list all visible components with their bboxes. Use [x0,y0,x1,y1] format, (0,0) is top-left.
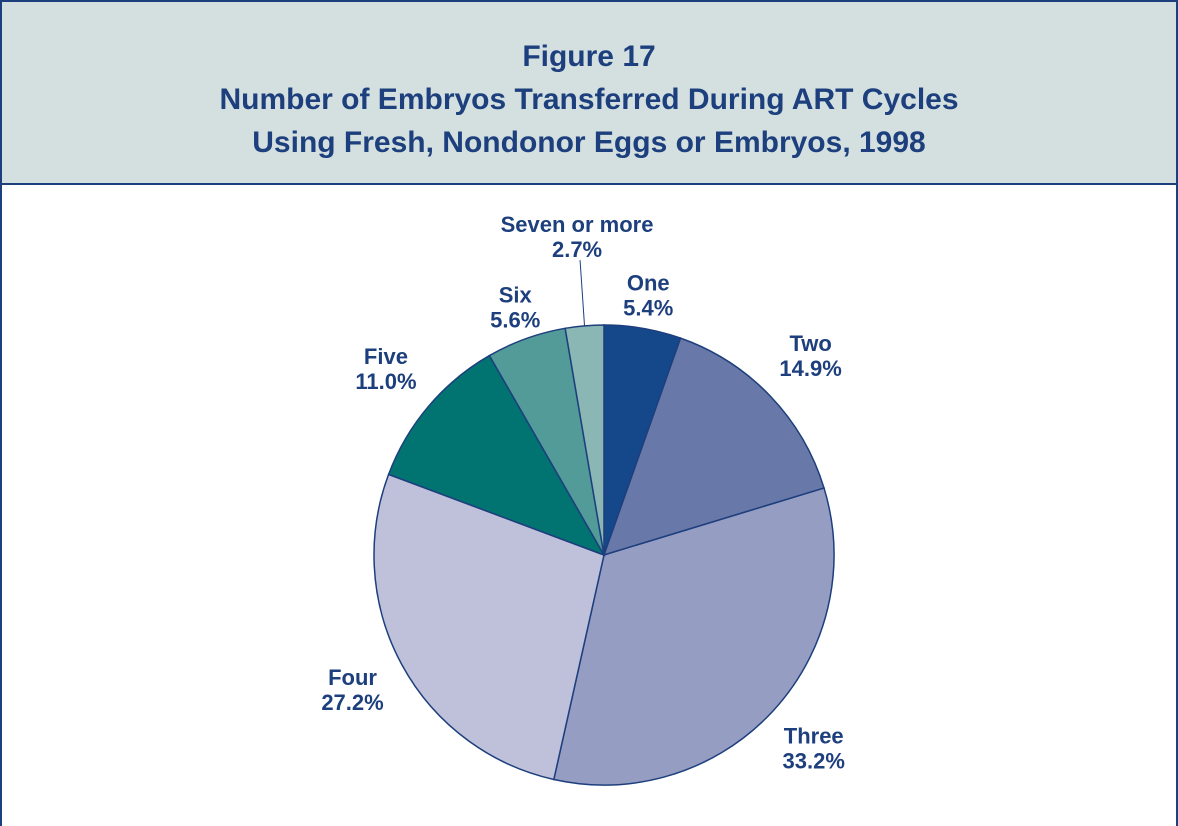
slice-label: Seven or more [501,212,654,237]
slice-label: One [627,271,670,296]
chart-subtitle: Number of Embryos Transferred During ART… [219,83,958,116]
chart-subtitle: Using Fresh, Nondonor Eggs or Embryos, 1… [252,126,925,159]
slice-value: 5.6% [490,307,540,332]
pie-slice [552,487,835,786]
slice-value: 11.0% [355,369,416,394]
slice-label: Five [364,344,408,369]
slice-label: Two [789,331,831,356]
slice-value: 2.7% [552,237,602,262]
slice-label: Three [784,723,844,748]
slice-label: Six [499,282,533,307]
pie-slice [387,354,606,557]
leader-line [579,260,586,326]
slice-value: 27.2% [321,690,383,715]
slice-label: Four [328,665,377,690]
header-box [0,0,1178,185]
slice-value: 5.4% [623,296,673,321]
pie-slice [564,324,605,556]
pie-slice [602,337,825,557]
slice-value: 33.2% [783,748,845,773]
slice-value: 14.9% [779,356,841,381]
chart-title: Figure 17 [522,40,655,73]
pie-slice [373,473,605,781]
